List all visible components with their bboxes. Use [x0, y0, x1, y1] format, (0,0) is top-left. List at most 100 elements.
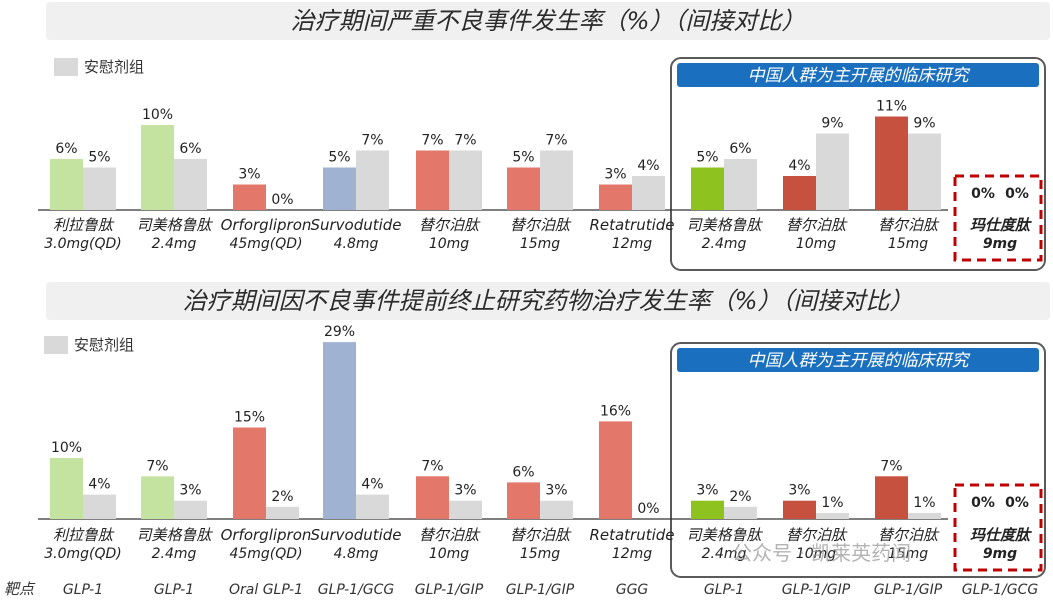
- drug-bar: [875, 116, 908, 210]
- placebo-bar: [816, 133, 849, 210]
- category-dose-label: 3.0mg(QD): [44, 236, 122, 252]
- drug-value-label: 0%: [971, 186, 995, 202]
- category-name-label: 玛仕度肽: [970, 216, 1032, 234]
- drug-bar: [141, 476, 174, 519]
- top-title-bar: 治疗期间严重不良事件发生率（%）（间接对比）: [46, 2, 1050, 40]
- placebo-value-label: 7%: [361, 133, 383, 149]
- placebo-value-label: 0%: [1005, 186, 1029, 202]
- drug-bar: [507, 167, 540, 210]
- category-dose-label: 15mg: [520, 236, 560, 252]
- target-label: GLP-1: [154, 582, 194, 598]
- category-name-label: Retatrutide: [589, 526, 674, 544]
- target-label: Oral GLP-1: [229, 582, 303, 598]
- drug-value-label: 4%: [788, 158, 810, 174]
- target-label: GLP-1/GIP: [782, 582, 851, 598]
- category-name-label: 替尔泊肽: [510, 216, 572, 234]
- category-dose-label: 45mg(QD): [229, 546, 302, 562]
- placebo-bar: [908, 133, 941, 210]
- drug-value-label: 15%: [234, 410, 265, 426]
- drug-value-label: 7%: [421, 133, 443, 149]
- placebo-value-label: 4%: [361, 477, 383, 493]
- category-name-label: 替尔泊肽: [419, 216, 481, 234]
- drug-bar: [875, 476, 908, 519]
- category-name-label: 司美格鲁肽: [686, 216, 763, 234]
- category-dose-label: 12mg: [612, 546, 652, 562]
- drug-value-label: 11%: [876, 99, 907, 115]
- placebo-bar: [540, 150, 573, 210]
- category-name-label: 替尔泊肽: [510, 526, 572, 544]
- placebo-bar: [449, 500, 482, 519]
- category-name-label: 利拉鲁肽: [53, 526, 115, 544]
- placebo-value-label: 5%: [88, 150, 110, 166]
- placebo-bar: [540, 500, 573, 519]
- category-name-label: 替尔泊肽: [786, 216, 848, 234]
- placebo-value-label: 3%: [179, 483, 201, 499]
- category-dose-label: 10mg: [429, 236, 469, 252]
- drug-bar: [691, 167, 724, 210]
- category-name-label: Orforglipron: [221, 526, 312, 544]
- drug-value-label: 10%: [142, 107, 173, 123]
- drug-value-label: 5%: [696, 150, 718, 166]
- category-dose-label: 3.0mg(QD): [44, 546, 122, 562]
- category-dose-label: 10mg: [796, 546, 836, 562]
- drug-value-label: 7%: [146, 458, 168, 474]
- category-dose-label: 15mg: [888, 236, 928, 252]
- watermark-text: 公众号 · 凯莱英药闻: [732, 541, 911, 565]
- drug-bar: [599, 184, 632, 210]
- placebo-bar: [724, 506, 757, 519]
- category-dose-label: 12mg: [612, 236, 652, 252]
- target-label: GLP-1: [63, 582, 103, 598]
- placebo-bar: [908, 512, 941, 519]
- placebo-bar: [449, 150, 482, 210]
- category-name-label: 司美格鲁肽: [136, 216, 213, 234]
- category-name-label: 司美格鲁肽: [136, 526, 213, 544]
- category-name-label: 替尔泊肽: [878, 526, 940, 544]
- drug-value-label: 5%: [512, 150, 534, 166]
- drug-bar: [599, 421, 632, 519]
- legend-placebo-label: 安慰剂组: [74, 336, 134, 354]
- drug-bar: [233, 184, 266, 210]
- placebo-value-label: 7%: [545, 133, 567, 149]
- china-study-box: [670, 57, 1046, 271]
- category-dose-label: 2.4mg: [702, 546, 747, 562]
- legend-placebo-swatch: [54, 58, 78, 76]
- drug-bar: [416, 150, 449, 210]
- placebo-bar: [174, 159, 207, 210]
- placebo-bar: [83, 167, 116, 210]
- placebo-value-label: 0%: [637, 501, 659, 517]
- target-row-label: 靶点: [4, 580, 36, 598]
- drug-value-label: 6%: [55, 141, 77, 157]
- drug-bar: [141, 125, 174, 210]
- drug-value-label: 0%: [971, 495, 995, 511]
- placebo-value-label: 6%: [729, 141, 751, 157]
- target-label: GLP-1/GIP: [415, 582, 484, 598]
- category-name-label: Survodutide: [310, 526, 401, 544]
- china-study-header-label: 中国人群为主开展的临床研究: [748, 351, 971, 371]
- category-dose-label: 2.4mg: [152, 236, 197, 252]
- placebo-value-label: 9%: [913, 116, 935, 132]
- category-name-label: 替尔泊肽: [419, 526, 481, 544]
- drug-bar: [50, 159, 83, 210]
- placebo-value-label: 3%: [454, 483, 476, 499]
- drug-value-label: 5%: [328, 150, 350, 166]
- category-name-label: 替尔泊肽: [786, 526, 848, 544]
- highlight-dashed-box: [953, 483, 1043, 572]
- category-dose-label: 10mg: [796, 236, 836, 252]
- category-dose-label: 9mg: [983, 546, 1017, 562]
- drug-value-label: 3%: [788, 483, 810, 499]
- placebo-value-label: 4%: [88, 477, 110, 493]
- category-dose-label: 4.8mg: [334, 236, 379, 252]
- drug-value-label: 16%: [600, 403, 631, 419]
- placebo-bar: [356, 150, 389, 210]
- placebo-value-label: 1%: [913, 495, 935, 511]
- drug-bar: [783, 500, 816, 519]
- placebo-value-label: 6%: [179, 141, 201, 157]
- target-label: GLP-1: [704, 582, 744, 598]
- drug-bar: [691, 500, 724, 519]
- category-name-label: Survodutide: [310, 216, 401, 234]
- drug-value-label: 6%: [512, 464, 534, 480]
- category-name-label: 利拉鲁肽: [53, 216, 115, 234]
- placebo-bar: [266, 506, 299, 519]
- placebo-value-label: 2%: [729, 489, 751, 505]
